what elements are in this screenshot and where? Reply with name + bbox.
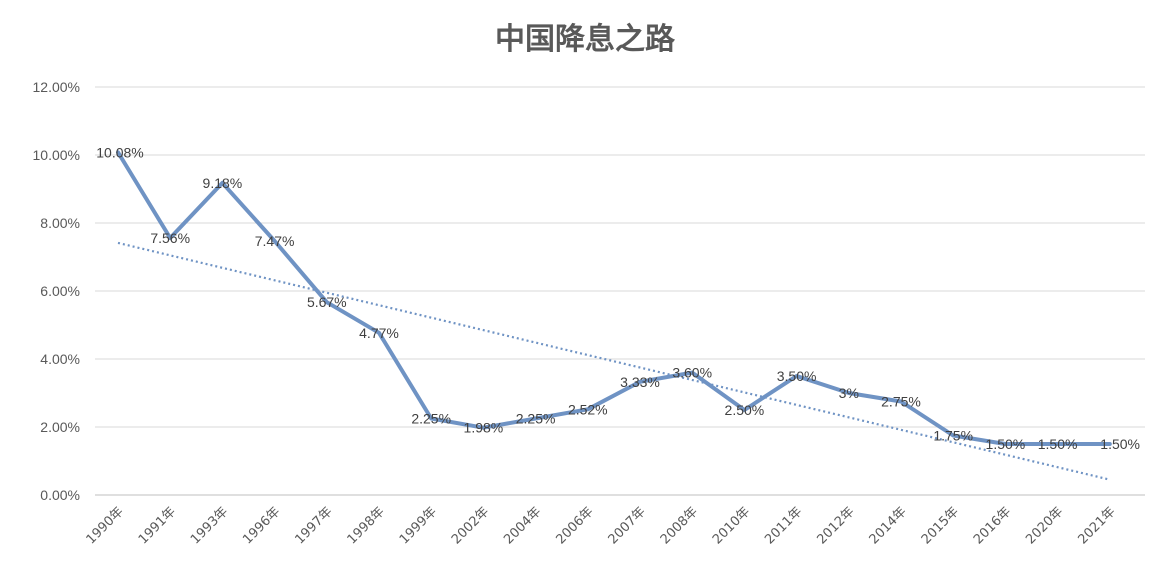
data-label: 10.08% bbox=[96, 144, 143, 160]
chart-title: 中国降息之路 bbox=[495, 22, 675, 57]
x-tick-label: 1996年 bbox=[240, 504, 283, 547]
x-tick-label: 1997年 bbox=[292, 504, 335, 547]
x-tick-label: 1998年 bbox=[345, 504, 388, 547]
data-label: 4.77% bbox=[359, 325, 399, 341]
x-tick-label: 2007年 bbox=[606, 504, 649, 547]
x-tick-label: 1990年 bbox=[84, 504, 127, 547]
data-label: 2.75% bbox=[881, 394, 921, 410]
y-tick-label: 2.00% bbox=[40, 419, 80, 435]
trendline-path bbox=[117, 241, 1111, 481]
series-path bbox=[116, 150, 1112, 446]
y-tick-label: 0.00% bbox=[40, 487, 80, 503]
data-labels: 10.08% 7.56% 9.18% 7.47% 5.67% 4.77% 2.25% 1.98… bbox=[96, 144, 1140, 452]
data-label: 9.18% bbox=[203, 175, 243, 191]
data-label: 2.25% bbox=[411, 411, 451, 427]
data-label: 2.52% bbox=[568, 401, 608, 417]
x-tick-label: 2006年 bbox=[553, 504, 596, 547]
x-tick-label: 2015年 bbox=[919, 504, 962, 547]
x-tick-label: 1991年 bbox=[136, 504, 179, 547]
data-label: 2.25% bbox=[516, 411, 556, 427]
data-label: 1.50% bbox=[1100, 436, 1140, 452]
x-tick-label: 2012年 bbox=[814, 504, 857, 547]
x-tick-label: 2016年 bbox=[971, 504, 1014, 547]
series-line bbox=[116, 150, 1112, 446]
y-tick-label: 6.00% bbox=[40, 283, 80, 299]
data-label: 1.50% bbox=[1038, 436, 1078, 452]
data-label: 7.56% bbox=[150, 230, 190, 246]
data-label: 3.50% bbox=[777, 368, 817, 384]
x-tick-label: 2002年 bbox=[449, 504, 492, 547]
data-label: 1.75% bbox=[933, 428, 973, 444]
y-tick-label: 8.00% bbox=[40, 215, 80, 231]
x-tick-label: 1993年 bbox=[188, 504, 231, 547]
x-tick-label: 2014年 bbox=[867, 504, 910, 547]
data-label: 3% bbox=[839, 385, 859, 401]
y-tick-label: 12.00% bbox=[33, 79, 80, 95]
x-axis: 1990年 1991年 1993年 1996年 1997年 1998年 1999年 2002年… bbox=[84, 504, 1119, 547]
y-axis: 0.00% 2.00% 4.00% 6.00% 8.00% 10.00% 12.00% bbox=[33, 79, 80, 503]
x-tick-label: 2020年 bbox=[1023, 504, 1066, 547]
data-label: 3.33% bbox=[620, 374, 660, 390]
trendline bbox=[117, 241, 1111, 481]
data-label: 2.50% bbox=[725, 402, 765, 418]
data-label: 1.98% bbox=[464, 420, 504, 436]
data-label: 1.50% bbox=[986, 436, 1026, 452]
data-label: 3.60% bbox=[672, 365, 712, 381]
x-tick-label: 2004年 bbox=[501, 504, 544, 547]
y-tick-label: 10.00% bbox=[33, 147, 80, 163]
x-tick-label: 2021年 bbox=[1075, 504, 1118, 547]
x-tick-label: 2011年 bbox=[762, 504, 805, 547]
x-tick-label: 1999年 bbox=[397, 504, 440, 547]
y-tick-label: 4.00% bbox=[40, 351, 80, 367]
data-label: 7.47% bbox=[255, 233, 295, 249]
gridlines bbox=[95, 86, 1145, 496]
data-label: 5.67% bbox=[307, 294, 347, 310]
x-tick-label: 2008年 bbox=[658, 504, 701, 547]
x-tick-label: 2010年 bbox=[710, 504, 753, 547]
